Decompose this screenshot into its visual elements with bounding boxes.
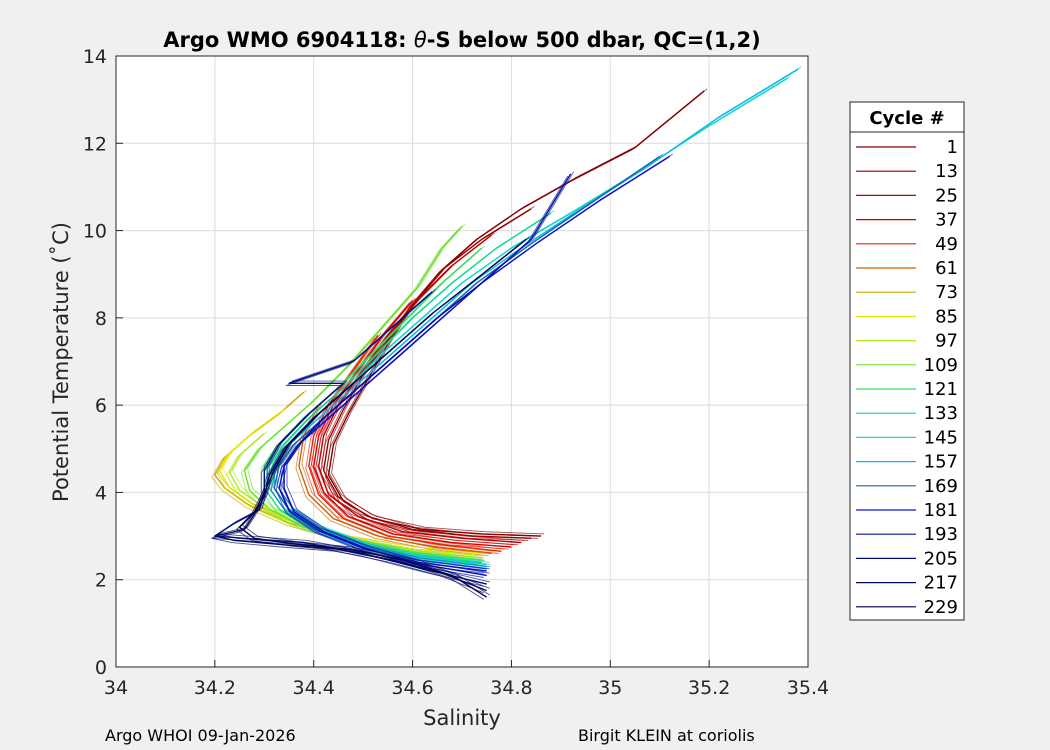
legend-label: 49 xyxy=(935,234,958,255)
x-axis-label: Salinity xyxy=(423,706,501,730)
y-tick-label: 2 xyxy=(95,570,107,592)
x-tick-label: 35.2 xyxy=(688,677,730,699)
x-tick-label: 35 xyxy=(598,677,622,699)
legend-entry: 25 xyxy=(856,185,958,206)
legend-label: 169 xyxy=(924,476,958,497)
legend-label: 85 xyxy=(935,306,958,327)
series-229 xyxy=(236,236,530,600)
series-line xyxy=(321,232,525,541)
legend-entry: 13 xyxy=(856,161,958,182)
legend-entry: 145 xyxy=(856,427,958,448)
legend-entry: 85 xyxy=(856,306,958,327)
series-line xyxy=(318,234,522,544)
legend-entry: 229 xyxy=(856,597,958,618)
legend-entry: 157 xyxy=(856,452,958,473)
y-tick-label: 6 xyxy=(95,395,107,417)
x-tick-label: 34.2 xyxy=(194,677,236,699)
legend-label: 205 xyxy=(924,548,958,569)
series-13 xyxy=(320,206,535,541)
x-tick-label: 35.4 xyxy=(787,677,829,699)
series-line xyxy=(211,389,484,594)
y-tick-label: 8 xyxy=(95,308,107,330)
legend-label: 13 xyxy=(935,161,958,182)
series-line xyxy=(214,387,487,592)
axes-box xyxy=(115,55,809,668)
y-axis-label: Potential Temperature (˚C) xyxy=(49,222,73,502)
legend-label: 145 xyxy=(924,427,958,448)
legend-label: 97 xyxy=(935,331,958,352)
legend-label: 217 xyxy=(924,573,958,594)
legend-label: 37 xyxy=(935,210,958,231)
legend-title: Cycle # xyxy=(869,108,944,129)
legend-entry: 193 xyxy=(856,524,958,545)
x-tick-label: 34 xyxy=(104,677,128,699)
legend-label: 73 xyxy=(935,282,958,303)
chart-title: Argo WMO 6904118: θ-S below 500 dbar, QC… xyxy=(163,28,760,52)
series-line xyxy=(236,241,524,600)
series-line xyxy=(322,208,532,539)
legend-entry: 121 xyxy=(856,379,958,400)
series-line xyxy=(326,206,535,537)
x-tick-label: 34.4 xyxy=(293,677,335,699)
legend-label: 193 xyxy=(924,524,958,545)
legend-entry: 169 xyxy=(856,476,958,497)
legend-label: 1 xyxy=(947,137,958,158)
legend-entry: 49 xyxy=(856,234,958,255)
legend-label: 229 xyxy=(924,597,958,618)
legend-label: 109 xyxy=(924,355,958,376)
legend-items: 1 13 25 37 49 61 73 85 97 109 121 133 145 157 169 181 19… xyxy=(856,137,958,618)
legend-entry: 37 xyxy=(856,210,958,231)
y-tick-label: 10 xyxy=(83,221,107,243)
legend-entry: 97 xyxy=(856,331,958,352)
legend-label: 157 xyxy=(924,452,958,473)
series-193 xyxy=(280,171,575,578)
series-group xyxy=(211,66,802,600)
legend-entry: 217 xyxy=(856,573,958,594)
legend-label: 61 xyxy=(935,258,958,279)
series-line xyxy=(280,175,569,578)
legend-label: 181 xyxy=(924,500,958,521)
legend-entry: 1 xyxy=(856,137,958,158)
legend-label: 121 xyxy=(924,379,958,400)
legend-entry: 109 xyxy=(856,355,958,376)
y-tick-label: 4 xyxy=(95,482,107,504)
legend-entry: 73 xyxy=(856,282,958,303)
y-tick-label: 14 xyxy=(83,46,107,68)
y-tick-label: 12 xyxy=(83,133,107,155)
footer-right: Birgit KLEIN at coriolis xyxy=(578,726,755,745)
series-line xyxy=(276,66,802,565)
series-line xyxy=(320,210,529,541)
legend: Cycle # 1 13 25 37 49 61 73 85 97 109 121 133 145 157… xyxy=(849,101,965,621)
footer-left: Argo WHOI 09-Jan-2026 xyxy=(105,726,296,745)
legend-entry: 133 xyxy=(856,403,958,424)
x-ticks: 34 34.2 34.4 34.6 34.8 35 35.2 35.4 xyxy=(104,660,829,699)
legend-entry: 205 xyxy=(856,548,958,569)
x-tick-label: 34.6 xyxy=(391,677,433,699)
y-tick-label: 0 xyxy=(95,657,107,679)
series-line xyxy=(311,332,505,550)
x-tick-label: 34.8 xyxy=(490,677,532,699)
legend-entry: 61 xyxy=(856,258,958,279)
series-line xyxy=(232,430,485,557)
legend-label: 133 xyxy=(924,403,958,424)
legend-label: 25 xyxy=(935,185,958,206)
y-ticks: 0 2 4 6 8 10 12 14 xyxy=(83,46,123,679)
series-line xyxy=(242,236,530,596)
legend-entry: 181 xyxy=(856,500,958,521)
